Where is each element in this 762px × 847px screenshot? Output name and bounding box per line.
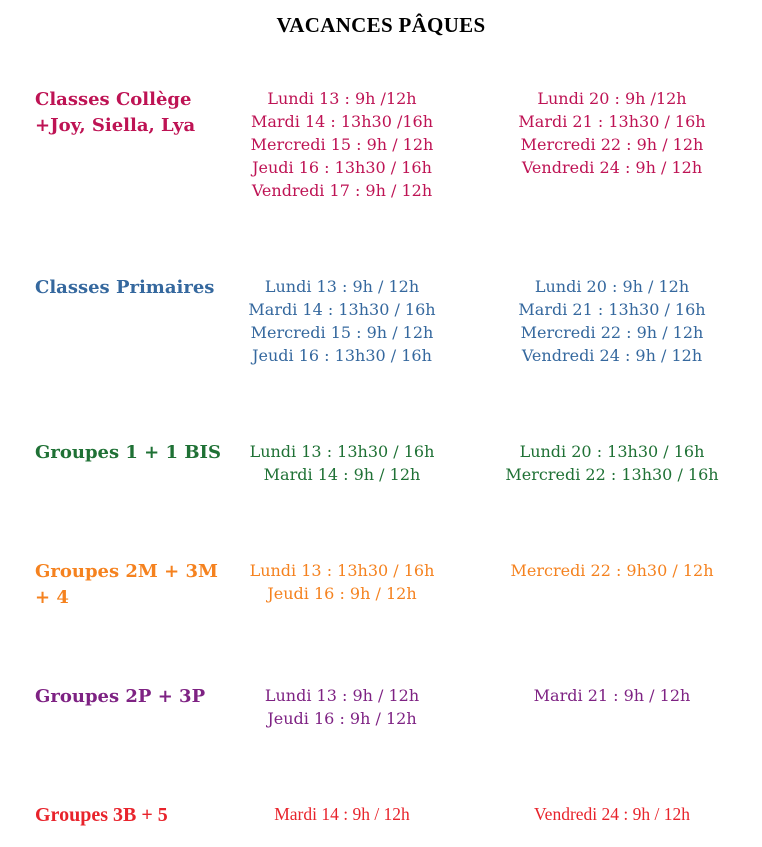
- section-groupes-2p-3p: Groupes 2P + 3P Lundi 13 : 9h / 12h Jeud…: [0, 684, 762, 730]
- section-heading: Classes Collège +Joy, Siella, Lya: [35, 89, 196, 136]
- schedule-line: Lundi 20 : 9h / 12h: [534, 277, 690, 296]
- week2-column: Lundi 20 : 13h30 / 16h Mercredi 22 : 13h…: [462, 440, 762, 486]
- schedule-line: Vendredi 24 : 9h / 12h: [521, 158, 703, 177]
- schedule-line: Lundi 13 : 13h30 / 16h: [249, 561, 435, 580]
- week1-column: Mardi 14 : 9h / 12h: [222, 803, 462, 826]
- schedule-line: Lundi 20 : 13h30 / 16h: [519, 442, 705, 461]
- schedule-line: Mardi 14 : 9h / 12h: [274, 804, 410, 824]
- week2-column: Vendredi 24 : 9h / 12h: [462, 803, 762, 826]
- section-heading: Groupes 1 + 1 BIS: [35, 442, 221, 463]
- week1-column: Lundi 13 : 9h / 12h Mardi 14 : 13h30 / 1…: [222, 275, 462, 367]
- week2-column: Lundi 20 : 9h / 12h Mardi 21 : 13h30 / 1…: [462, 275, 762, 367]
- schedule-line: Vendredi 24 : 9h / 12h: [533, 804, 691, 824]
- schedule-line: Mercredi 15 : 9h / 12h: [250, 135, 434, 154]
- schedule-line: Jeudi 16 : 13h30 / 16h: [252, 346, 432, 365]
- schedule-line: Mardi 21 : 13h30 / 16h: [518, 300, 706, 319]
- section-heading: Groupes 2M + 3M + 4: [35, 561, 218, 608]
- schedule-line: Mercredi 15 : 9h / 12h: [250, 323, 434, 342]
- schedule-line: Mardi 14 : 13h30 /16h: [250, 112, 434, 131]
- schedule-line: Lundi 13 : 13h30 / 16h: [249, 442, 435, 461]
- schedule-line: Vendredi 24 : 9h / 12h: [521, 346, 703, 365]
- week2-column: Mercredi 22 : 9h30 / 12h: [462, 559, 762, 582]
- section-heading: Groupes 3B + 5: [35, 804, 168, 826]
- section-classes-college: Classes Collège +Joy, Siella, Lya Lundi …: [0, 87, 762, 202]
- section-heading: Groupes 2P + 3P: [35, 686, 206, 707]
- schedule-line: Mardi 14 : 13h30 / 16h: [248, 300, 436, 319]
- section-classes-primaires: Classes Primaires Lundi 13 : 9h / 12h Ma…: [0, 275, 762, 367]
- schedule-line: Mercredi 22 : 9h / 12h: [520, 323, 704, 342]
- schedule-line: Vendredi 17 : 9h / 12h: [251, 181, 433, 200]
- week2-column: Lundi 20 : 9h /12h Mardi 21 : 13h30 / 16…: [462, 87, 762, 179]
- week1-column: Lundi 13 : 13h30 / 16h Jeudi 16 : 9h / 1…: [222, 559, 462, 605]
- schedule-line: Mercredi 22 : 9h / 12h: [520, 135, 704, 154]
- section-heading: Classes Primaires: [35, 277, 215, 298]
- schedule-line: Mardi 21 : 13h30 / 16h: [518, 112, 706, 131]
- page-title: VACANCES PÂQUES: [276, 13, 486, 37]
- schedule-line: Jeudi 16 : 13h30 / 16h: [252, 158, 432, 177]
- schedule-line: Lundi 13 : 9h /12h: [267, 89, 417, 108]
- schedule-line: Mardi 21 : 9h / 12h: [533, 686, 691, 705]
- schedule-line: Mercredi 22 : 13h30 / 16h: [505, 465, 719, 484]
- week1-column: Lundi 13 : 9h / 12h Jeudi 16 : 9h / 12h: [222, 684, 462, 730]
- week2-column: Mardi 21 : 9h / 12h: [462, 684, 762, 707]
- week1-column: Lundi 13 : 9h /12h Mardi 14 : 13h30 /16h…: [222, 87, 462, 202]
- schedule-line: Mardi 14 : 9h / 12h: [263, 465, 421, 484]
- section-groupes-3b-5: Groupes 3B + 5 Mardi 14 : 9h / 12h Vendr…: [0, 803, 762, 827]
- schedule-line: Lundi 20 : 9h /12h: [537, 89, 687, 108]
- schedule-line: Mercredi 22 : 9h30 / 12h: [510, 561, 714, 580]
- section-groupes-2m-3m-4: Groupes 2M + 3M + 4 Lundi 13 : 13h30 / 1…: [0, 559, 762, 611]
- schedule-line: Lundi 13 : 9h / 12h: [264, 686, 420, 705]
- schedule-line: Jeudi 16 : 9h / 12h: [267, 709, 417, 728]
- week1-column: Lundi 13 : 13h30 / 16h Mardi 14 : 9h / 1…: [222, 440, 462, 486]
- schedule-line: Lundi 13 : 9h / 12h: [264, 277, 420, 296]
- schedule-line: Jeudi 16 : 9h / 12h: [267, 584, 417, 603]
- section-groupes-1-1bis: Groupes 1 + 1 BIS Lundi 13 : 13h30 / 16h…: [0, 440, 762, 486]
